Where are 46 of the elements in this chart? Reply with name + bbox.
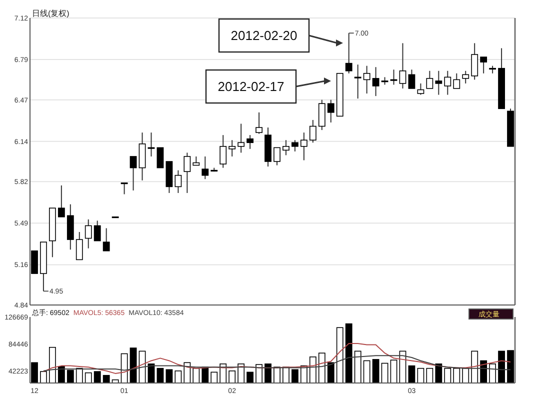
annotation: 2012-02-17 <box>218 79 284 94</box>
line-series <box>42 355 512 372</box>
candlestick <box>309 119 316 144</box>
candlestick <box>220 134 227 168</box>
candlestick <box>120 182 128 195</box>
candlestick <box>76 231 83 260</box>
candlestick <box>480 56 488 74</box>
candlestick <box>408 69 416 89</box>
candlestick <box>318 99 326 131</box>
candlestick <box>399 42 406 89</box>
candlestick <box>31 250 38 274</box>
candlestick <box>58 184 65 218</box>
candlestick <box>148 132 155 157</box>
candlestick <box>102 228 110 252</box>
candlestick <box>462 70 470 84</box>
candlestick <box>390 69 398 86</box>
candlestick <box>84 218 92 249</box>
candlestick <box>138 132 146 181</box>
candlestick <box>426 70 434 89</box>
candlestick <box>274 147 280 166</box>
candlestick <box>156 147 164 168</box>
candlestick <box>66 204 74 250</box>
candlestick <box>202 156 209 180</box>
annotation: 2012-02-20 <box>230 28 298 43</box>
candlestick <box>228 140 236 157</box>
candlestick <box>94 220 101 242</box>
candlestick <box>282 140 290 156</box>
candlestick <box>471 42 478 80</box>
candlestick <box>345 32 352 74</box>
candlestick <box>292 140 298 152</box>
candlestick <box>327 99 334 123</box>
candlestick <box>444 70 452 96</box>
candlestick <box>256 112 262 134</box>
candlestick <box>453 72 460 89</box>
candlestick <box>174 170 182 194</box>
candlestick <box>435 70 442 96</box>
candlestick <box>363 65 370 94</box>
candlestick <box>246 134 254 150</box>
candlestick <box>354 64 362 100</box>
candlestick <box>130 156 137 191</box>
candlestick <box>238 123 245 154</box>
candlestick <box>372 66 380 97</box>
chart-title: 日线(复权) <box>32 9 70 18</box>
candlestick <box>184 152 191 194</box>
candlestick <box>417 82 424 96</box>
candlestick <box>300 132 308 161</box>
